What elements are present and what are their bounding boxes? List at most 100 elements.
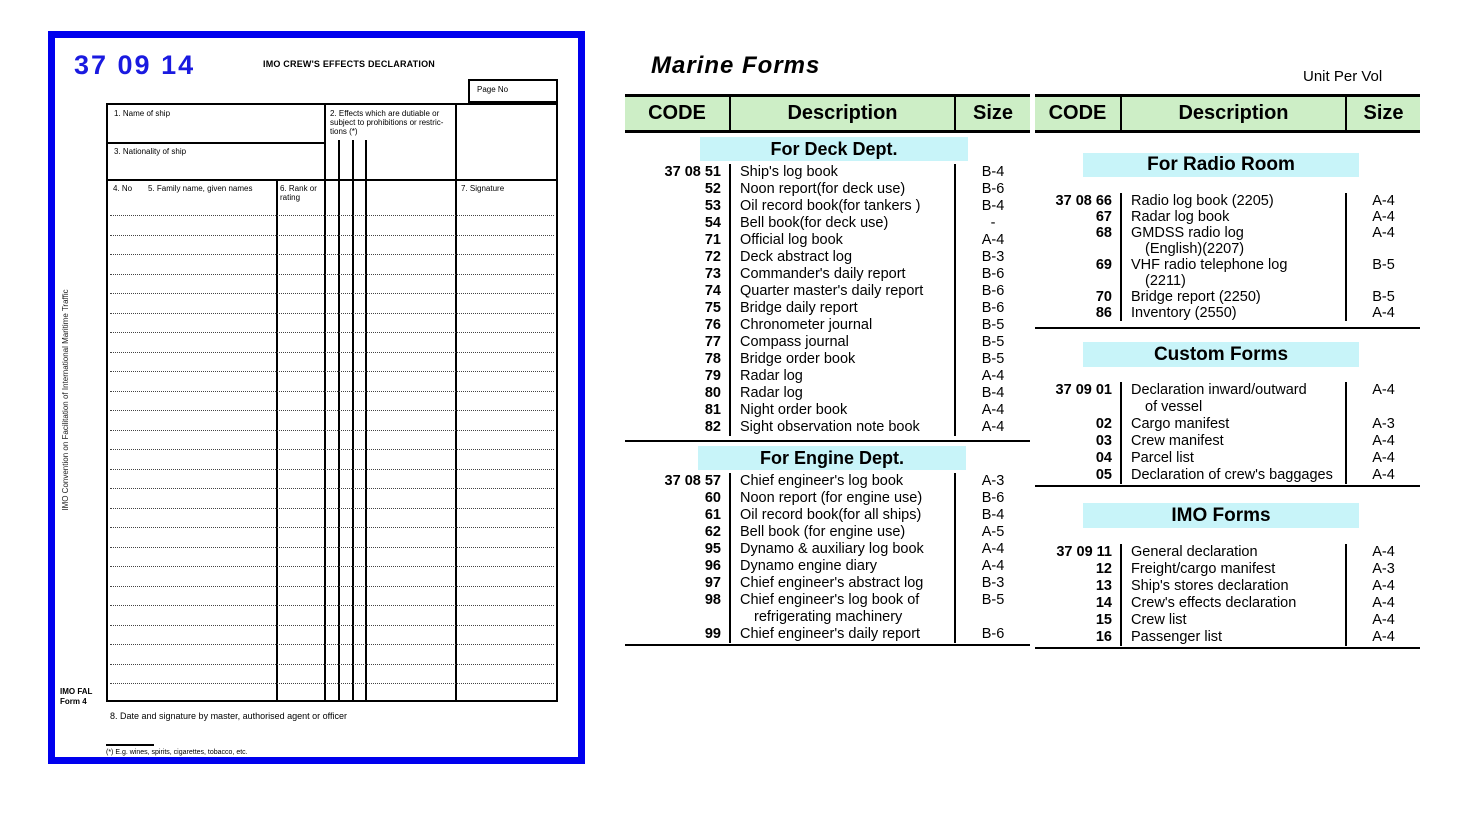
row-size: B-6 — [954, 490, 1030, 507]
row-code: 96 — [704, 558, 721, 574]
dotted-entry-line — [110, 332, 554, 333]
table-row: 04 Parcel list A-4 — [1035, 450, 1420, 467]
row-size: - — [954, 215, 1030, 232]
table-row: 14 Crew's effects declaration A-4 — [1035, 595, 1420, 612]
row-description: Ship's stores declaration — [1120, 578, 1345, 595]
table-row: 78 Bridge order book B-5 — [625, 351, 1030, 368]
row-description: Dynamo & auxiliary log book — [729, 541, 954, 558]
row-description: Crew's effects declaration — [1120, 595, 1345, 612]
table-row: 37 09 01 Declaration inward/outward of ves… — [1035, 382, 1420, 416]
row-description: Bell book (for engine use) — [729, 524, 954, 541]
unit-per-vol-label: Unit Per Vol — [1303, 68, 1383, 85]
footnote-rule — [106, 744, 154, 746]
row-code: 97 — [704, 575, 721, 591]
row-description: Chief engineer's log book — [729, 473, 954, 490]
row-code: 15 — [1095, 612, 1112, 628]
table-row: 03 Crew manifest A-4 — [1035, 433, 1420, 450]
row-size: A-4 — [1345, 612, 1420, 629]
table-row: 37 08 57 Chief engineer's log book A-3 — [625, 473, 1030, 490]
effects-subcolumn-line-3 — [365, 140, 367, 700]
row-code: 80 — [704, 385, 721, 401]
dotted-entry-line — [110, 371, 554, 372]
effects-subcolumn-line-2 — [352, 140, 354, 700]
table-row: 15 Crew list A-4 — [1035, 612, 1420, 629]
row-description: Radar log — [729, 368, 954, 385]
row-size: A-4 — [954, 419, 1030, 436]
form-code: 37 09 14 — [74, 50, 196, 80]
row-code: 04 — [1095, 450, 1112, 466]
row-code: 12 — [1095, 561, 1112, 577]
imo-forms-rows: 37 09 11 General declaration A-4 12 Freight/… — [1035, 544, 1420, 646]
row-size: B-4 — [954, 198, 1030, 215]
row-code: 95 — [704, 541, 721, 557]
column-header-code: CODE — [1048, 102, 1107, 124]
column-header-size: Size — [1345, 97, 1420, 130]
row-code: 37 09 01 — [1055, 382, 1112, 398]
row-description: Dynamo engine diary — [729, 558, 954, 575]
row-size: A-3 — [1345, 561, 1420, 578]
row-code: 78 — [704, 351, 721, 367]
divider-rank-column — [276, 179, 278, 700]
radio-room-rows: 37 08 66 Radio log book (2205) A-4 67 Radar … — [1035, 193, 1420, 321]
section-divider — [1035, 485, 1420, 487]
table-row: 52 Noon report(for deck use) B-6 — [625, 181, 1030, 198]
row-code: 03 — [1095, 433, 1112, 449]
row-description: Night order book — [729, 402, 954, 419]
table-row: 70 Bridge report (2250) B-5 — [1035, 289, 1420, 305]
divider-effects-column — [324, 105, 326, 700]
row-description: Compass journal — [729, 334, 954, 351]
row-code: 52 — [704, 181, 721, 197]
row-code: 86 — [1095, 305, 1112, 321]
row-size: A-3 — [954, 473, 1030, 490]
row-description: Sight observation note book — [729, 419, 954, 436]
dotted-entry-line — [110, 663, 554, 665]
table-row: 53 Oil record book(for tankers ) B-4 — [625, 198, 1030, 215]
row-size: A-4 — [1345, 193, 1420, 209]
section-header-imo-forms: IMO Forms — [1083, 503, 1359, 528]
form-table: 1. Name of ship 2. Effects which are dut… — [106, 103, 558, 702]
table-row: 16 Passenger list A-4 — [1035, 629, 1420, 646]
divider-name-nationality — [108, 142, 324, 144]
table-row: 77 Compass journal B-5 — [625, 334, 1030, 351]
field-rank-or-rating: 6. Rank or rating — [280, 184, 317, 202]
row-description: Radar log book — [1120, 209, 1345, 225]
row-size: B-6 — [954, 300, 1030, 317]
column-header-description: Description — [729, 97, 954, 130]
row-size: A-4 — [954, 558, 1030, 575]
row-size: B-6 — [954, 626, 1030, 643]
dotted-entry-line — [110, 254, 554, 255]
row-description: Crew manifest — [1120, 433, 1345, 450]
table-row: 86 Inventory (2550) A-4 — [1035, 305, 1420, 321]
row-description: Official log book — [729, 232, 954, 249]
row-description: Chronometer journal — [729, 317, 954, 334]
row-code: 37 09 11 — [1056, 544, 1112, 560]
engine-dept-rows: 37 08 57 Chief engineer's log book A-3 60 No… — [625, 473, 1030, 643]
dotted-entry-line — [110, 273, 554, 275]
divider-signature-column — [455, 105, 457, 700]
table-row: 54 Bell book(for deck use) - — [625, 215, 1030, 232]
row-size: B-6 — [954, 181, 1030, 198]
row-code: 75 — [704, 300, 721, 316]
column-header-code: CODE — [648, 102, 706, 124]
dotted-entry-line — [110, 605, 554, 606]
divider-header-row — [108, 179, 556, 181]
row-description: Quarter master's daily report — [729, 283, 954, 300]
table-row: 98 Chief engineer's log book of refrigerat… — [625, 592, 1030, 626]
table-row: 75 Bridge daily report B-6 — [625, 300, 1030, 317]
row-description: Parcel list — [1120, 450, 1345, 467]
table-row: 02 Cargo manifest A-3 — [1035, 416, 1420, 433]
row-size: A-4 — [1345, 595, 1420, 612]
row-description: Chief engineer's daily report — [729, 626, 954, 643]
page-no-box: Page No — [468, 79, 558, 103]
row-code: 16 — [1095, 629, 1112, 645]
section-divider — [1035, 647, 1420, 649]
row-size: B-3 — [954, 575, 1030, 592]
row-code: 81 — [704, 402, 721, 418]
row-size: A-4 — [1345, 467, 1420, 484]
table-row: 96 Dynamo engine diary A-4 — [625, 558, 1030, 575]
field-nationality-of-ship: 3. Nationality of ship — [114, 147, 187, 156]
row-code: 54 — [704, 215, 721, 231]
column-header-size: Size — [954, 97, 1030, 130]
dotted-entry-line — [110, 488, 554, 489]
table-row: 68 GMDSS radio log (English)(2207) A-4 — [1035, 225, 1420, 257]
